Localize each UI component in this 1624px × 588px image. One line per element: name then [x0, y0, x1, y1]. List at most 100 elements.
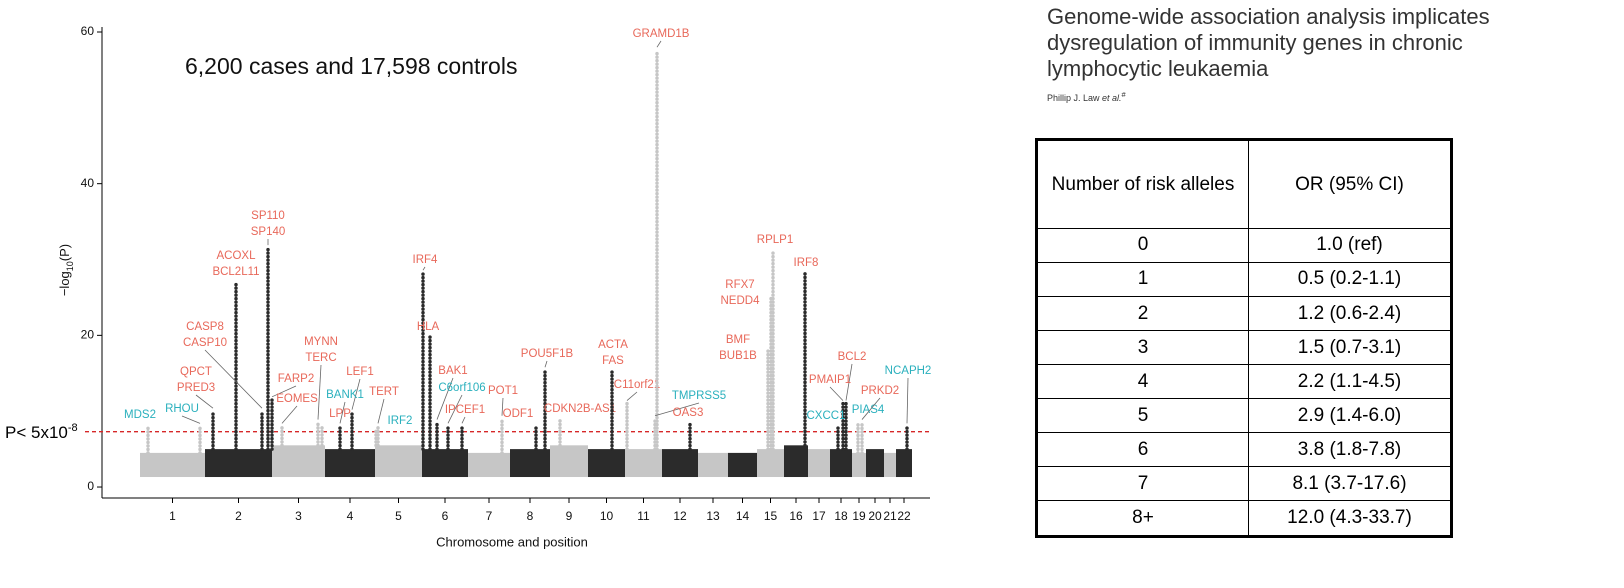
threshold-label: P< 5x10-8 [5, 422, 78, 443]
paper-header: Genome-wide association analysis implica… [1047, 4, 1567, 103]
gene-label: NEDD4 [721, 295, 761, 307]
gene-label: RPLP1 [757, 234, 793, 246]
gene-label: FARP2 [278, 373, 314, 385]
gene-label: PMAIP1 [809, 374, 851, 386]
leader-line [829, 386, 844, 401]
x-tick-label: 20 [868, 509, 882, 523]
x-tick-label: 22 [897, 509, 911, 523]
gene-label: HLA [417, 321, 440, 333]
background-band [510, 449, 550, 478]
leader-line [281, 405, 298, 424]
table-cell: 8+ [1036, 500, 1249, 537]
leader-line [447, 394, 463, 424]
background-band [884, 452, 896, 478]
gene-label: MDS2 [124, 409, 156, 421]
table-cell: 4 [1036, 364, 1249, 400]
background-band [468, 452, 510, 478]
y-label-part: −log [57, 271, 72, 296]
table-header-row: Number of risk alleles OR (95% CI) [1036, 139, 1452, 229]
gene-label: BCL2 [838, 351, 867, 363]
gene-label: LPP [329, 408, 351, 420]
gene-label: LEF1 [346, 366, 374, 378]
leader-line [906, 377, 909, 424]
table-cell: 1.2 (0.6-2.4) [1248, 295, 1452, 332]
y-label-part: (P) [57, 244, 72, 261]
table-cell: 5 [1036, 398, 1249, 434]
x-tick-label: 14 [736, 509, 750, 523]
leader-line [461, 416, 466, 424]
background-band [588, 449, 625, 478]
gene-label: RFX7 [725, 279, 754, 291]
x-tick-label: 11 [637, 509, 650, 523]
table-row: 0 1.0 (ref) [1036, 227, 1452, 263]
table-row: 6 3.8 (1.8-7.8) [1036, 432, 1452, 468]
background-band [852, 452, 866, 478]
background-band [757, 449, 784, 478]
gene-label: C11orf21 [614, 379, 660, 391]
gene-label: ACOXL [217, 250, 257, 262]
table-row: 8+ 12.0 (4.3-33.7) [1036, 500, 1452, 537]
leader-line [195, 394, 214, 409]
table-row: 4 2.2 (1.1-4.5) [1036, 364, 1452, 400]
leader-line [845, 363, 853, 401]
y-label-sub: 10 [65, 261, 75, 271]
table-row: 3 1.5 (0.7-3.1) [1036, 330, 1452, 366]
gene-label: BMF [726, 334, 750, 346]
y-tick-label: 20 [81, 328, 95, 342]
background-band [325, 449, 375, 478]
y-axis-label: −log10(P) [57, 244, 75, 296]
gene-label: BANK1 [326, 389, 364, 401]
gene-label: CASP10 [183, 337, 227, 349]
chart-annotation: 6,200 cases and 17,598 controls [185, 53, 517, 79]
background-band [550, 445, 588, 478]
gene-label: CXCC1 [807, 410, 846, 422]
author-etal: et al. [1102, 93, 1122, 103]
x-tick-label: 8 [527, 509, 534, 523]
background-band [272, 445, 325, 478]
x-tick-label: 21 [883, 509, 897, 523]
author-sup: # [1121, 90, 1126, 99]
gene-label: PIAS4 [852, 404, 885, 416]
background-band [422, 449, 468, 478]
table-cell: 7 [1036, 466, 1249, 502]
gene-label: POU5F1B [521, 348, 574, 360]
threshold-text: P< 5x10 [5, 423, 68, 442]
x-tick-label: 12 [673, 509, 687, 523]
paper-author: Phillip J. Law et al.# [1047, 90, 1567, 103]
leader-line [436, 377, 454, 420]
table-cell: 2 [1036, 295, 1249, 332]
x-tick-label: 10 [600, 509, 614, 523]
table-row: 1 0.5 (0.2-1.1) [1036, 261, 1452, 298]
x-tick-label: 9 [566, 509, 573, 523]
manhattan-chart: 6,200 cases and 17,598 controls Chromoso… [5, 24, 931, 549]
table-cell: 2.2 (1.1-4.5) [1248, 364, 1452, 400]
leader-line [271, 385, 297, 398]
x-tick-label: 3 [295, 509, 302, 523]
gene-label: PRKD2 [861, 385, 899, 397]
background-band [140, 452, 205, 478]
table-header: Number of risk alleles [1036, 139, 1249, 229]
background-band [808, 449, 830, 478]
background-band [205, 449, 272, 478]
gene-label: POT1 [488, 385, 518, 397]
y-tick-label: 0 [87, 479, 94, 493]
gene-label: IPCEF1 [445, 404, 485, 416]
leader-line [861, 397, 881, 420]
leader-line [422, 266, 426, 271]
gene-label: CDKN2B-AS1 [544, 403, 616, 415]
gene-label: QPCT [180, 366, 212, 378]
y-tick-label: 40 [81, 176, 95, 190]
x-tick-label: 2 [235, 509, 242, 523]
gene-label: TMPRSS5 [672, 390, 726, 402]
table-cell: 2.9 (1.4-6.0) [1248, 398, 1452, 434]
leader-line [544, 360, 548, 368]
odds-ratio-table: Number of risk alleles OR (95% CI) 0 1.0 … [1035, 138, 1453, 538]
title-line: lymphocytic leukaemia [1047, 56, 1269, 81]
gene-label: IRF4 [413, 254, 439, 266]
x-tick-label: 7 [486, 509, 493, 523]
x-tick-label: 1 [169, 509, 176, 523]
background-band [662, 449, 698, 478]
x-axis-label: Chromosome and position [436, 534, 588, 549]
gene-label: ODF1 [503, 408, 534, 420]
